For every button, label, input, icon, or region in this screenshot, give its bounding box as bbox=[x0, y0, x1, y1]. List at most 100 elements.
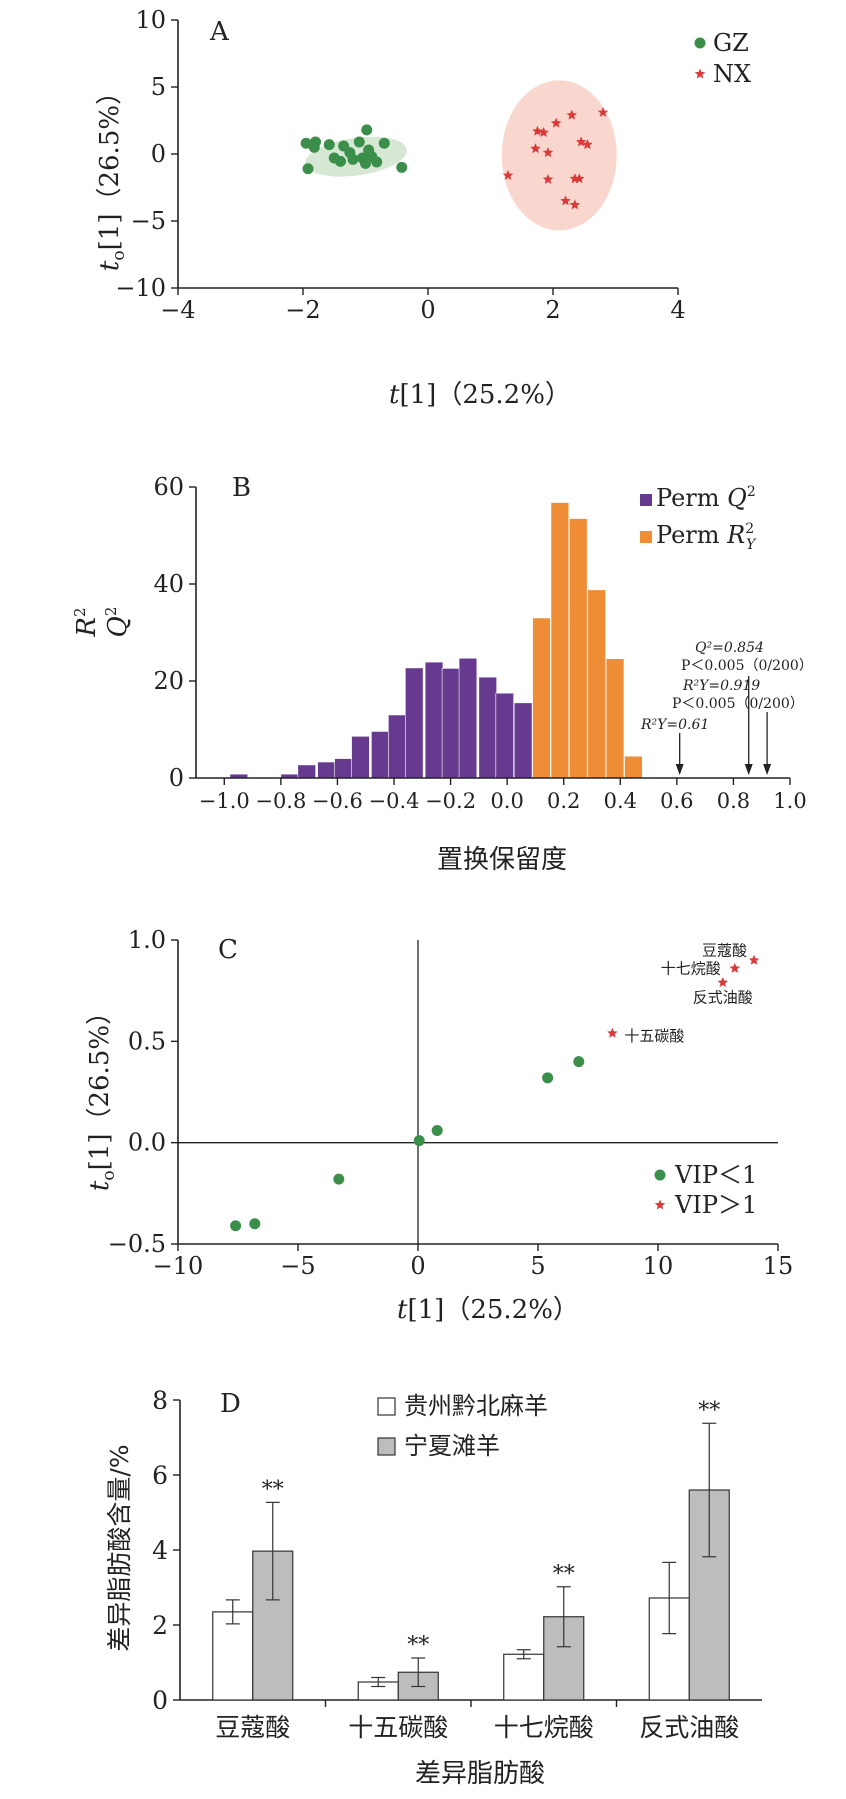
y-tick-label: 0.0 bbox=[128, 1129, 166, 1157]
point-vip-lt-1 bbox=[333, 1173, 345, 1185]
y-tick-label: 20 bbox=[153, 667, 184, 695]
bar-perm-r2y bbox=[550, 502, 570, 779]
bar-perm-q2 bbox=[424, 661, 444, 779]
point-vip-gt-1 bbox=[748, 954, 760, 965]
point-vip-lt-1 bbox=[249, 1218, 261, 1230]
plot-b: −1.0 −0.8 −0.6 −0.4 −0.2 0.0 0.2 0.4 0.6 0.8 1.0 60… bbox=[153, 473, 806, 813]
point-label: 反式油酸 bbox=[693, 989, 753, 1007]
point-gz bbox=[360, 157, 371, 169]
bar-perm-r2y bbox=[624, 755, 643, 779]
y-tick-label: 40 bbox=[153, 570, 184, 598]
point-gz bbox=[361, 124, 373, 136]
y-tick-label: 8 bbox=[152, 1386, 168, 1415]
point-nx bbox=[502, 169, 514, 180]
x-tick-label: −2 bbox=[285, 296, 320, 324]
panel-c-label: C bbox=[218, 935, 238, 965]
point-vip-lt-1 bbox=[542, 1072, 554, 1084]
bar-perm-q2 bbox=[405, 667, 424, 779]
point-gz bbox=[302, 163, 314, 175]
bar-perm-q2 bbox=[458, 657, 478, 779]
legend-swatch-ningxia bbox=[377, 1437, 396, 1456]
x-tick-label: 5 bbox=[530, 1252, 545, 1280]
point-nx bbox=[538, 127, 549, 138]
panel-c: C t[1]（25.2%） to[1]（26.5%） bbox=[85, 935, 579, 1325]
point-nx bbox=[542, 173, 554, 184]
point-gz bbox=[347, 153, 359, 165]
panel-b-xlabel: 置换保留度 bbox=[437, 845, 567, 875]
point-nx bbox=[574, 173, 585, 184]
legend-marker-vip-gt-1 bbox=[654, 1199, 666, 1210]
annotation-r2y: R²Y=0.919 bbox=[682, 678, 760, 694]
x-tick-label: 0.0 bbox=[490, 789, 523, 813]
x-tick-label: 十七烷酸 bbox=[494, 1713, 594, 1742]
x-tick-label: −0.2 bbox=[425, 789, 476, 813]
point-vip-lt-1 bbox=[230, 1220, 242, 1232]
x-tick-label: −5 bbox=[280, 1252, 315, 1280]
point-gz bbox=[378, 137, 390, 149]
significance-mark: ** bbox=[553, 1562, 575, 1587]
legend-swatch-guizhou bbox=[377, 1397, 396, 1416]
point-nx bbox=[550, 117, 562, 128]
x-tick-label: 0.4 bbox=[604, 789, 637, 813]
x-tick-label: 十五碳酸 bbox=[348, 1713, 448, 1742]
y-tick-label: 6 bbox=[152, 1461, 168, 1490]
point-nx bbox=[530, 143, 541, 154]
panel-c-ylabel: to[1]（26.5%） bbox=[85, 999, 119, 1191]
legend-label-gz: GZ bbox=[713, 29, 749, 57]
x-tick-label: 4 bbox=[670, 296, 685, 324]
bar-perm-r2y bbox=[532, 617, 551, 779]
point-label: 豆蔻酸 bbox=[702, 941, 747, 959]
annotation-q2: Q²=0.854 bbox=[695, 640, 764, 656]
point-nx bbox=[560, 195, 571, 206]
bar-perm-r2y bbox=[605, 658, 625, 779]
bar-perm-q2 bbox=[297, 764, 316, 779]
y-tick-label: 0.5 bbox=[128, 1027, 166, 1055]
legend-swatch-perm-r2y bbox=[640, 531, 652, 543]
point-gz bbox=[323, 139, 335, 151]
y-tick-label: −10 bbox=[115, 274, 166, 302]
point-vip-gt-1 bbox=[729, 962, 741, 973]
y-tick-label: 1.0 bbox=[128, 926, 166, 954]
x-tick-label: 0.8 bbox=[717, 789, 750, 813]
point-vip-gt-1 bbox=[717, 977, 729, 988]
panel-c-xlabel: t[1]（25.2%） bbox=[397, 1295, 579, 1325]
panel-d: D 差异脂肪酸 差异脂肪酸含量/% bbox=[105, 1389, 545, 1789]
x-tick-label: 0 bbox=[420, 296, 435, 324]
point-gz bbox=[335, 155, 346, 167]
annotation-p1: P＜0.005（0/200） bbox=[681, 658, 813, 674]
point-nx bbox=[542, 147, 554, 158]
significance-mark: ** bbox=[407, 1633, 429, 1658]
x-tick-label: 10 bbox=[643, 1252, 674, 1280]
panel-a-label: A bbox=[209, 17, 230, 47]
legend-label-perm-q2: Perm Q2 bbox=[656, 484, 756, 512]
bar-perm-r2y bbox=[569, 518, 588, 779]
panel-a: A t[1]（25.2%） to[1]（26.5%） bbox=[95, 17, 571, 410]
annotation-arrowhead bbox=[763, 764, 772, 775]
bar-perm-r2y bbox=[587, 589, 606, 779]
y-tick-label: 0 bbox=[169, 764, 184, 792]
panel-d-ylabel: 差异脂肪酸含量/% bbox=[105, 1444, 134, 1651]
x-tick-label: 豆蔻酸 bbox=[215, 1713, 290, 1742]
y-tick-label: 10 bbox=[135, 6, 166, 34]
legend-label-guizhou: 贵州黔北麻羊 bbox=[404, 1392, 548, 1420]
point-nx bbox=[597, 106, 609, 117]
legend-label-vip-lt-1: VIP＜1 bbox=[674, 1161, 757, 1189]
legend-label-perm-r2y: Perm R2 Y bbox=[656, 521, 757, 553]
point-gz bbox=[308, 141, 320, 153]
bar-perm-q2 bbox=[495, 692, 514, 779]
annotation-p2: P＜0.005（0/200） bbox=[672, 696, 804, 712]
point-vip-lt-1 bbox=[413, 1135, 425, 1147]
x-tick-label: 0.6 bbox=[660, 789, 693, 813]
annotation-r2y-061: R²Y=0.61 bbox=[640, 717, 709, 733]
bar-perm-q2 bbox=[478, 676, 497, 779]
bar-perm-q2 bbox=[371, 731, 390, 779]
point-nx bbox=[532, 125, 543, 136]
y-tick-label: 60 bbox=[153, 473, 184, 501]
plot-a: −4 −2 0 2 4 10 5 0 −5 −10 GZ NX bbox=[115, 6, 751, 324]
x-tick-label: 2 bbox=[545, 296, 560, 324]
point-gz bbox=[396, 161, 408, 173]
x-tick-label: −10 bbox=[153, 1252, 204, 1280]
legend-marker-vip-lt-1 bbox=[654, 1169, 666, 1181]
